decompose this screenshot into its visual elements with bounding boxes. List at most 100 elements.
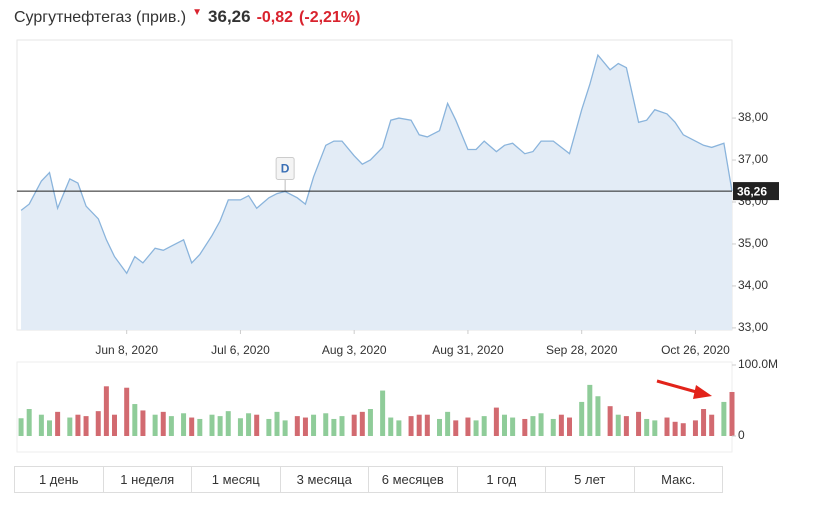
volume-bar	[701, 409, 707, 436]
volume-bar	[709, 414, 715, 436]
volume-bar	[339, 416, 345, 436]
range-button[interactable]: 1 месяц	[192, 467, 281, 492]
volume-bar	[380, 390, 386, 436]
range-button[interactable]: 1 год	[458, 467, 546, 492]
volume-bar	[579, 401, 585, 436]
volume-bar	[38, 414, 44, 436]
volume-bar	[367, 409, 373, 436]
volume-bar	[416, 414, 422, 436]
y2-tick-label: 100.0M	[738, 357, 778, 371]
volume-bar	[424, 414, 430, 436]
volume-bar	[83, 416, 89, 436]
volume-bar	[396, 420, 402, 436]
volume-bar	[680, 423, 686, 436]
volume-bar	[246, 413, 252, 436]
last-price-label: 36,26	[737, 184, 767, 198]
change-pct: (-2,21%)	[299, 9, 361, 26]
volume-bar	[103, 386, 109, 436]
last-price: 36,26	[208, 7, 251, 26]
volume-bar	[721, 401, 727, 436]
volume-bar	[26, 409, 32, 436]
volume-bar	[132, 404, 138, 436]
volume-bar	[558, 414, 564, 436]
y-tick-label: 35,00	[738, 236, 768, 250]
annotation-text: D	[281, 162, 290, 176]
volume-bar	[55, 411, 61, 436]
volume-bar	[623, 416, 629, 436]
volume-bar	[67, 417, 73, 436]
volume-bar	[254, 414, 260, 436]
volume-bar	[217, 416, 223, 436]
chart: Investing.com33,0034,0035,0036,0037,0038…	[16, 39, 779, 453]
range-button[interactable]: 5 лет	[546, 467, 635, 492]
volume-bar	[189, 417, 195, 436]
volume-bar	[664, 417, 670, 436]
volume-bar	[140, 410, 146, 436]
volume-bar	[388, 417, 394, 436]
volume-bar	[644, 418, 650, 436]
instrument-name: Сургутнефтегаз (прив.)	[14, 9, 187, 26]
volume-bar	[445, 411, 451, 436]
volume-bar	[473, 420, 479, 436]
volume-bar	[274, 411, 280, 436]
x-tick-label: Jun 8, 2020	[95, 343, 158, 357]
volume-bar	[160, 411, 166, 436]
range-button[interactable]: 3 месяца	[281, 467, 369, 492]
volume-bar	[168, 416, 174, 436]
volume-bar	[47, 420, 52, 436]
volume-bar	[692, 420, 698, 436]
price-line	[20, 53, 733, 275]
volume-bar	[502, 414, 507, 436]
volume-bar	[311, 414, 317, 436]
range-button[interactable]: 1 день	[15, 467, 104, 492]
range-button[interactable]: 6 месяцев	[369, 467, 458, 492]
y-tick-label: 37,00	[738, 152, 768, 166]
volume-bar	[587, 384, 593, 436]
down-arrow: ▼	[192, 7, 203, 18]
arrow-head	[693, 385, 712, 399]
volume-bar	[124, 387, 130, 436]
y-tick-label: 34,00	[738, 278, 768, 292]
volume-bar	[437, 418, 442, 436]
volume-bar	[522, 418, 528, 436]
volume-bar	[607, 406, 613, 436]
volume-bar	[237, 418, 243, 436]
volume-bar	[359, 411, 365, 436]
volume-bar	[351, 414, 357, 436]
price-area	[21, 55, 732, 330]
volume-bar	[636, 411, 642, 436]
volume-bar	[493, 407, 499, 436]
volume-bar	[282, 420, 288, 436]
volume-bar	[294, 416, 300, 436]
x-tick-label: Sep 28, 2020	[546, 343, 618, 357]
volume-bar	[652, 420, 658, 436]
y2-tick-label: 0	[738, 428, 745, 442]
volume-bar	[510, 417, 516, 436]
volume-bar	[615, 414, 621, 436]
change: -0,82	[256, 9, 294, 26]
range-button[interactable]: Макс.	[661, 472, 696, 487]
volume-bar	[453, 420, 459, 436]
volume-bar	[181, 413, 187, 436]
volume-bar	[266, 418, 272, 436]
volume-bar	[197, 418, 203, 436]
volume-bar	[408, 416, 414, 436]
volume-bar	[465, 417, 471, 436]
volume-bar	[538, 413, 544, 436]
range-button[interactable]: 1 неделя	[104, 467, 192, 492]
volume-bar	[567, 417, 572, 436]
x-tick-label: Oct 26, 2020	[661, 343, 730, 357]
volume-bar	[75, 414, 81, 436]
volume-bar	[729, 391, 735, 436]
volume-bar	[672, 421, 678, 436]
volume-bar	[225, 411, 231, 436]
volume-bar	[550, 418, 556, 436]
volume-bar	[209, 414, 215, 436]
y-tick-label: 38,00	[738, 110, 768, 124]
last-price-box	[733, 182, 779, 201]
x-tick-label: Jul 6, 2020	[211, 343, 270, 357]
volume-bar	[152, 414, 158, 436]
annotation-box	[275, 157, 295, 181]
volume-bar	[595, 396, 601, 436]
